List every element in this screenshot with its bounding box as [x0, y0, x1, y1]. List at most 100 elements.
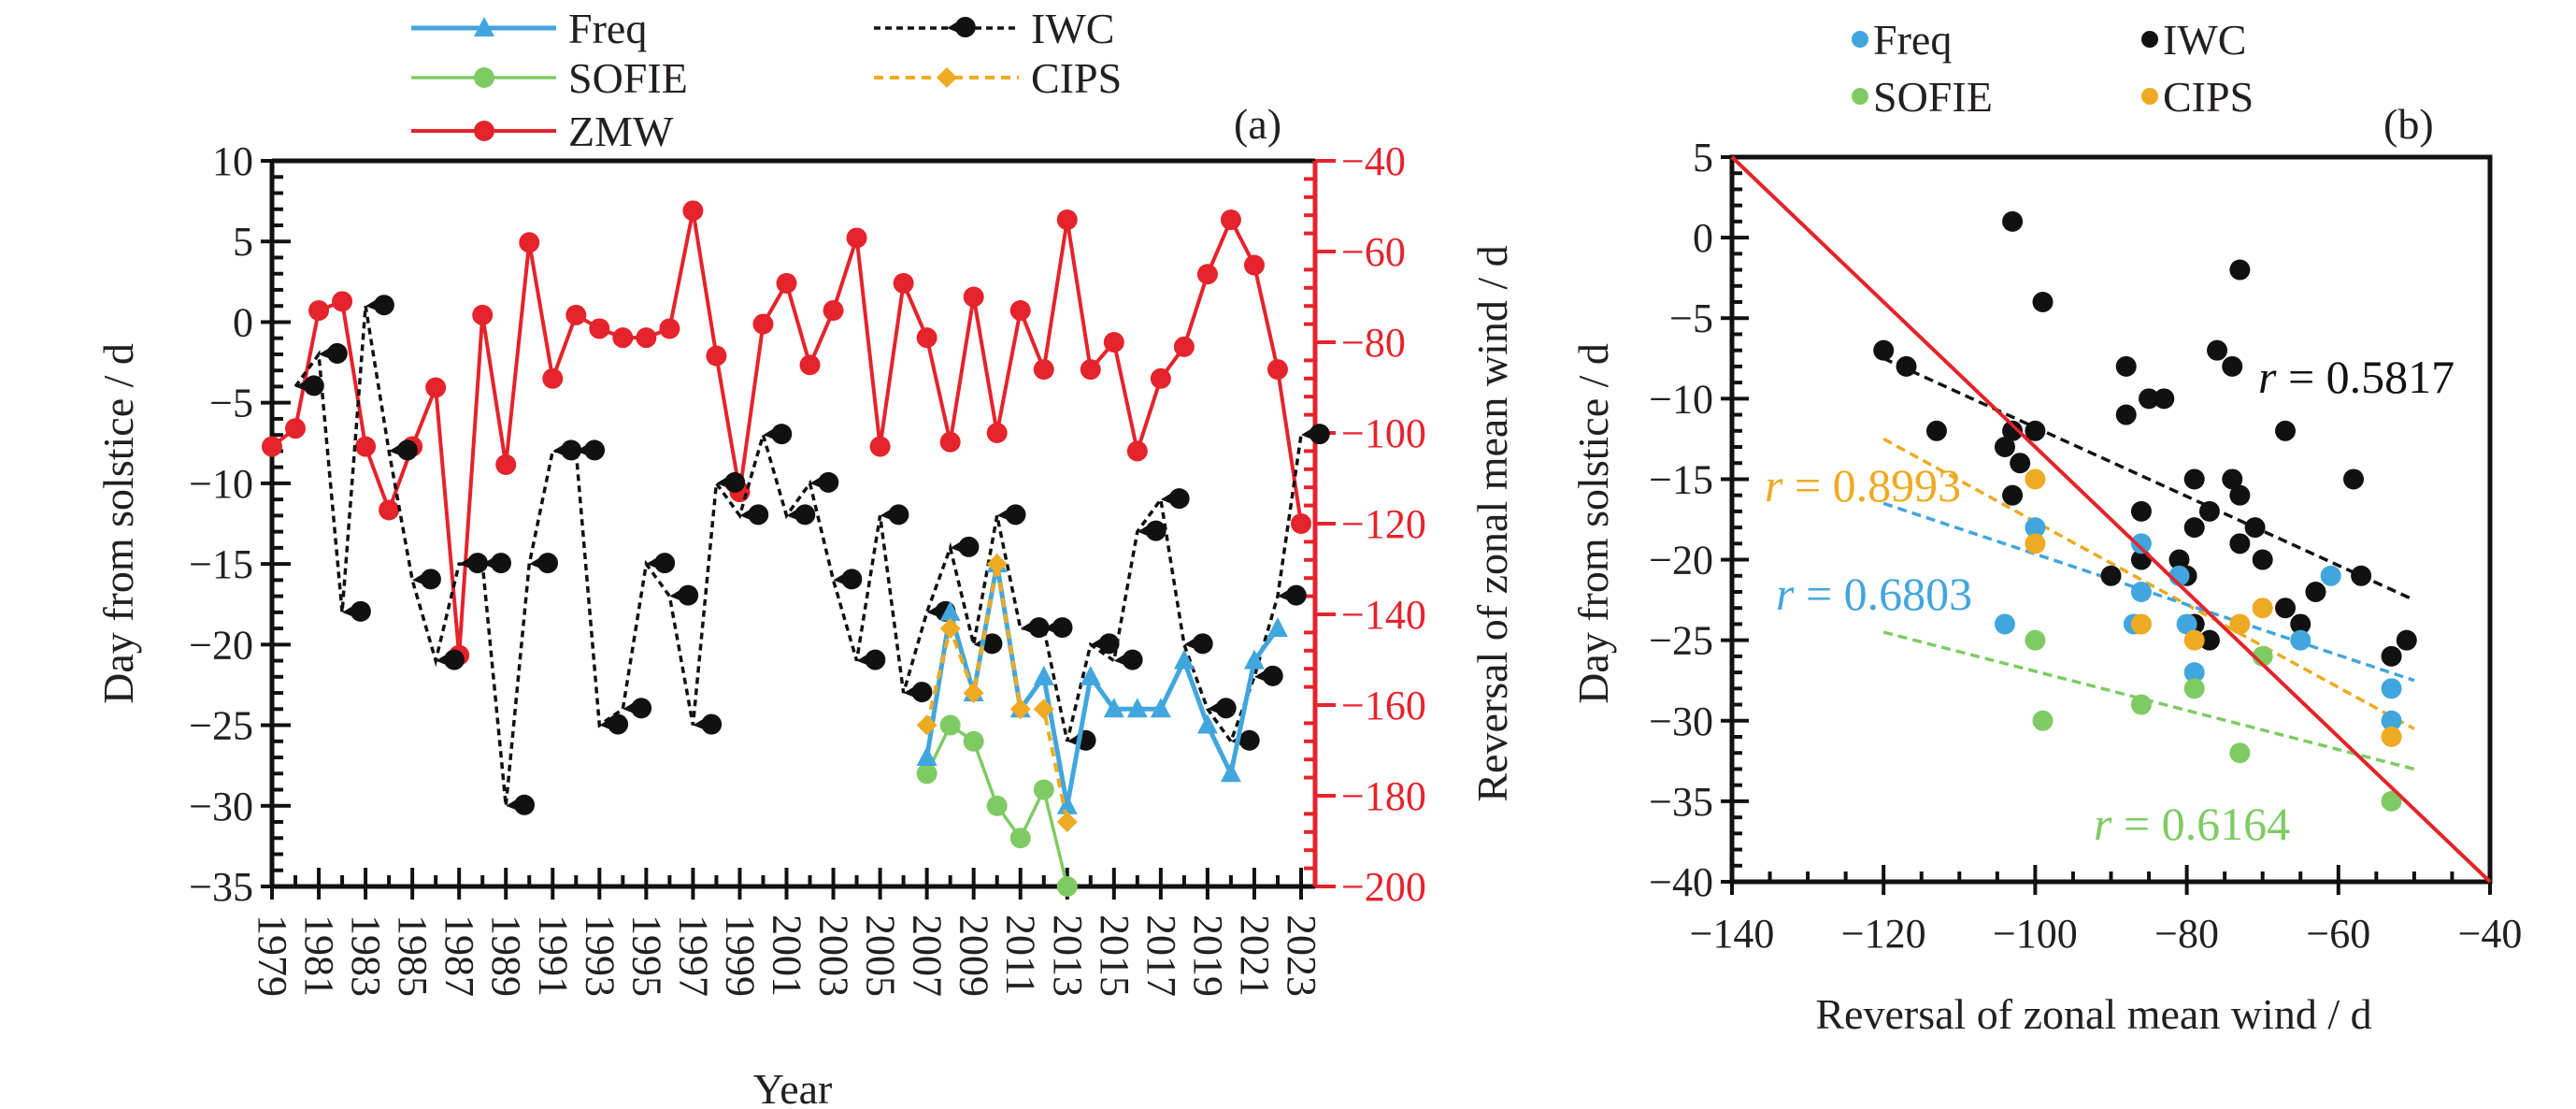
scatter-point: [2381, 645, 2402, 667]
data-point: [542, 367, 564, 389]
scatter-point: [2275, 598, 2297, 619]
data-point: [1243, 254, 1265, 276]
scatter-point: [1994, 613, 2015, 635]
panel-a-x-tick-label: 2009: [952, 915, 997, 997]
panel-b-x-tick-label: −40: [2458, 911, 2523, 957]
legend-marker-cips: [2141, 88, 2158, 105]
scatter-iwc: [1873, 210, 2417, 667]
scatter-point: [2351, 565, 2372, 586]
scatter-point: [2025, 629, 2046, 651]
data-point: [752, 313, 774, 335]
r-symbol: r: [2258, 351, 2277, 403]
r-value-label-sofie: r = 0.6164: [2094, 798, 2290, 850]
data-point: [1009, 300, 1031, 322]
data-point: [939, 431, 961, 453]
series-line-iwc: [293, 305, 1303, 806]
panel-a-x-tick-label: 1993: [577, 915, 623, 997]
scatter-point: [2154, 388, 2175, 410]
panel-b-y-tick-label: −20: [1649, 538, 1713, 583]
panel-b-y-tick-label: 5: [1693, 135, 1713, 180]
panel-a-y-tick-label: 10: [212, 138, 253, 184]
r-value: = 0.6803: [1794, 568, 1972, 620]
panel-a-y-tick-label: −25: [189, 703, 253, 749]
scatter-point: [1994, 437, 2015, 457]
data-point: [963, 286, 984, 308]
data-point: [1009, 828, 1031, 849]
scatter-point: [2115, 355, 2137, 377]
data-point: [599, 713, 629, 735]
data-point: [1291, 513, 1311, 534]
data-point: [389, 439, 418, 461]
data-point: [1009, 699, 1031, 720]
data-point: [1196, 713, 1218, 734]
panel-a-x-tick-label: 2019: [1185, 915, 1231, 997]
panel-b-series: [1730, 155, 2492, 884]
legend-item-sofie: SOFIE: [1852, 73, 1993, 121]
r-value-label-cips: r = 0.8993: [1765, 459, 1961, 511]
data-point: [939, 618, 961, 640]
panel-a-x-tick-label: 1989: [483, 915, 529, 997]
panel-a-y2-tick-label: −180: [1341, 773, 1426, 819]
data-point: [937, 67, 957, 88]
panel-a-label: (a): [1234, 100, 1281, 148]
scatter-point: [2100, 565, 2122, 586]
legend-label-freq: Freq: [568, 5, 647, 52]
data-point: [474, 121, 494, 141]
scatter-point: [2115, 404, 2137, 425]
data-point: [1301, 424, 1330, 445]
r-value: = 0.6164: [2111, 798, 2290, 850]
data-point: [869, 436, 891, 457]
data-point: [682, 200, 704, 222]
data-point: [1277, 584, 1307, 606]
data-point: [903, 682, 933, 703]
data-point: [1033, 359, 1054, 381]
data-point: [996, 504, 1026, 526]
data-point: [973, 633, 1003, 655]
scatter-point: [2222, 355, 2243, 377]
data-point: [786, 504, 816, 526]
panel-a-y2-axis-title: Reversal of zonal mean wind / d: [1468, 245, 1516, 801]
r-value: = 0.5817: [2276, 351, 2454, 403]
data-point: [474, 67, 494, 88]
panel-a-x-tick-label: 1991: [530, 915, 576, 997]
panel-b-x-tick-label: −60: [2306, 911, 2370, 957]
scatter-point: [2244, 517, 2266, 539]
data-point: [833, 569, 863, 590]
data-point: [1220, 209, 1241, 231]
scatter-point: [2290, 613, 2311, 635]
scatter-point: [2002, 210, 2024, 232]
panel-b-label: (b): [2383, 100, 2434, 148]
data-point: [1056, 876, 1078, 897]
data-point: [1056, 794, 1078, 814]
data-point: [880, 504, 909, 526]
panel-a-x-tick-label: 1987: [436, 915, 482, 997]
data-point: [1137, 520, 1166, 541]
legend-item-cips: CIPS: [874, 54, 1122, 102]
panel-b-x-axis-title: Reversal of zonal mean wind / d: [1815, 990, 2371, 1038]
data-point: [776, 272, 797, 294]
scatter-point: [2229, 533, 2251, 554]
panel-a-y-tick-label: −15: [189, 541, 253, 587]
panel-a-y-tick-label: 0: [233, 299, 253, 345]
data-point: [939, 600, 961, 621]
scatter-point: [2229, 484, 2251, 506]
panel-a-y2-tick-label: −40: [1341, 138, 1406, 184]
data-point: [1103, 698, 1124, 718]
data-point: [986, 423, 1008, 443]
data-point: [739, 504, 769, 526]
data-point: [963, 730, 984, 752]
panel-a-y-tick-label: 5: [233, 219, 253, 265]
series-line-freq: [924, 563, 1281, 807]
scatter-point: [2229, 613, 2251, 635]
data-point: [1230, 729, 1260, 751]
scatter-point: [2183, 678, 2205, 699]
data-point: [636, 327, 657, 349]
panel-b-y-tick-label: −25: [1649, 618, 1713, 664]
panel-a-x-tick-label: 2003: [811, 915, 857, 997]
data-point: [576, 439, 606, 461]
scatter-point: [2381, 678, 2402, 699]
panel-a-series: [262, 200, 1330, 897]
scatter-point: [1925, 420, 1947, 441]
scatter-point: [2396, 629, 2417, 651]
